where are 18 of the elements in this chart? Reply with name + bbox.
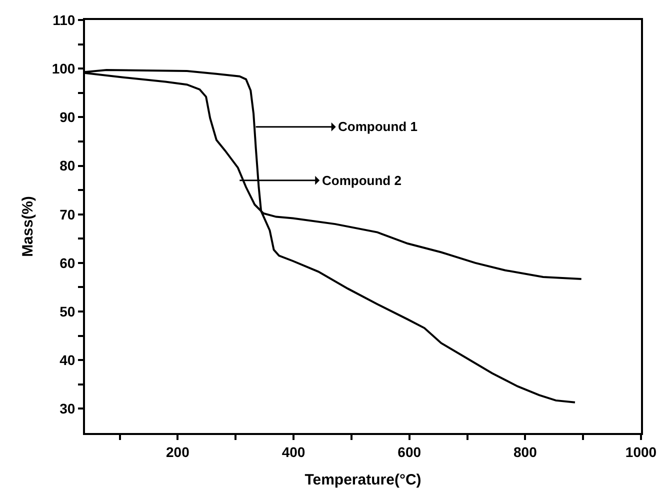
y-tick-label: 50	[60, 303, 76, 320]
y-tick-label: 100	[52, 60, 76, 76]
y-tick-label: 70	[60, 206, 76, 222]
y-tick-label: 80	[60, 158, 76, 174]
x-tick-label: 1000	[625, 444, 657, 460]
y-tick-label: 40	[60, 352, 76, 368]
annotation: Compound 2	[322, 173, 402, 188]
y-tick-label: 110	[52, 12, 76, 28]
annotation: Compound 1	[338, 119, 418, 134]
x-tick-label: 400	[282, 444, 306, 460]
y-tick-label: 90	[60, 109, 76, 126]
x-tick-label: 600	[398, 444, 422, 460]
y-axis-title: Mass(%)	[20, 196, 37, 257]
y-tick-label: 60	[60, 254, 76, 271]
x-tick-label: 200	[166, 444, 190, 460]
y-tick-label: 30	[60, 400, 76, 417]
x-axis-title: Temperature(°C)	[304, 471, 422, 488]
x-tick-label: 800	[513, 444, 538, 460]
